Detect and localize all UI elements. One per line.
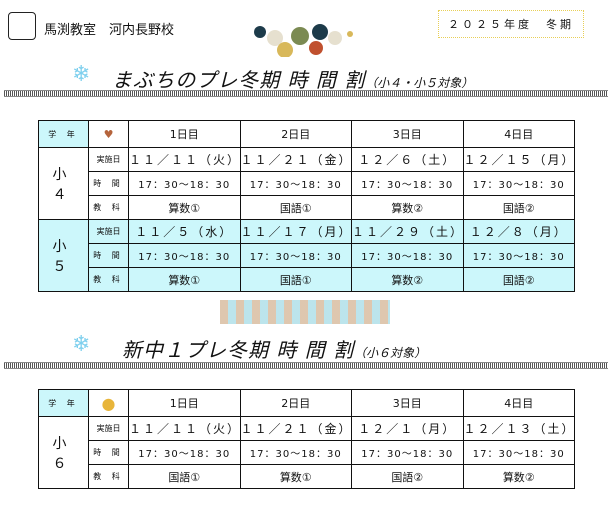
reindeer-pattern-decoration: [220, 300, 390, 324]
time-cell: 17：30～18：30: [128, 440, 241, 465]
subject-cell: 国語②: [462, 195, 575, 220]
day-header: 1日目: [128, 120, 241, 148]
day-header: 3日目: [351, 389, 464, 417]
row-label: 教 科: [88, 464, 129, 489]
section1-title: まぶちのプレ冬期 時 間 割: [112, 68, 366, 92]
time-cell: 17：30～18：30: [128, 243, 241, 268]
term-label: ２０２５年度 冬期: [438, 10, 584, 38]
subject-cell: 算数②: [462, 464, 575, 489]
date-cell: １２／１３（土）: [462, 416, 575, 441]
section2-heading: 新中１プレ冬期 時 間 割（小６対象）: [122, 334, 426, 363]
grade-header: 学 年: [38, 120, 89, 148]
subject-cell: 算数①: [239, 464, 352, 489]
divider: [4, 90, 608, 97]
grade-cell: 小 ６: [38, 416, 89, 489]
time-cell: 17：30～18：30: [239, 440, 352, 465]
grade-cell: 小 ５: [38, 219, 89, 292]
section2-title: 新中１プレ冬期 時 間 割: [122, 338, 355, 362]
section2-subtitle: （小６対象）: [354, 346, 427, 360]
date-cell: １２／６（土）: [351, 147, 464, 172]
subject-cell: 国語①: [239, 195, 352, 220]
day-header: 3日目: [351, 120, 464, 148]
row-label: 時 間: [88, 171, 129, 196]
divider: [4, 362, 608, 369]
knit-hat-icon: ●: [88, 389, 129, 417]
row-label: 時 間: [88, 440, 129, 465]
date-cell: １１／１１（火）: [128, 147, 241, 172]
subject-cell: 算数①: [128, 267, 241, 292]
ornament-decoration: [254, 24, 353, 57]
schedule-table-1: 学 年 ♥ 1日目 2日目 3日目 4日目 小 ４ 実施日 １１／１１（火） １１／２１（金…: [38, 120, 575, 292]
school-name: 馬渕教室 河内長野校: [44, 23, 175, 38]
row-label: 教 科: [88, 195, 129, 220]
subject-cell: 国語①: [239, 267, 352, 292]
section1-heading: まぶちのプレ冬期 時 間 割（小４・小５対象）: [112, 64, 473, 93]
mittens-icon: ♥: [88, 120, 129, 148]
section1-subtitle: （小４・小５対象）: [365, 76, 474, 90]
subject-cell: 算数①: [128, 195, 241, 220]
time-cell: 17：30～18：30: [239, 243, 352, 268]
subject-cell: 国語②: [351, 464, 464, 489]
date-cell: １２／８（月）: [462, 219, 575, 244]
school-logo: [8, 12, 36, 40]
date-cell: １１／２９（土）: [351, 219, 464, 244]
grade-header: 学 年: [38, 389, 89, 417]
schedule-table-2: 学 年 ● 1日目 2日目 3日目 4日目 小 ６ 実施日 １１／１１（火） １１／２１（金…: [38, 389, 575, 489]
time-cell: 17：30～18：30: [351, 243, 464, 268]
day-header: 4日目: [462, 389, 575, 417]
time-cell: 17：30～18：30: [128, 171, 241, 196]
snowflake-icon: ❄: [72, 62, 91, 87]
subject-cell: 国語②: [462, 267, 575, 292]
day-header: 2日目: [239, 389, 352, 417]
time-cell: 17：30～18：30: [351, 440, 464, 465]
row-label: 教 科: [88, 267, 129, 292]
date-cell: １１／１７（月）: [239, 219, 352, 244]
time-cell: 17：30～18：30: [462, 243, 575, 268]
date-cell: １１／５（水）: [128, 219, 241, 244]
time-cell: 17：30～18：30: [462, 171, 575, 196]
date-cell: １１／１１（火）: [128, 416, 241, 441]
grade-cell: 小 ４: [38, 147, 89, 220]
time-cell: 17：30～18：30: [462, 440, 575, 465]
subject-cell: 国語①: [128, 464, 241, 489]
day-header: 1日目: [128, 389, 241, 417]
date-cell: １１／２１（金）: [239, 147, 352, 172]
date-cell: １２／１（月）: [351, 416, 464, 441]
time-cell: 17：30～18：30: [239, 171, 352, 196]
date-cell: １１／２１（金）: [239, 416, 352, 441]
day-header: 4日目: [462, 120, 575, 148]
snowflake-icon: ❄: [72, 332, 91, 357]
subject-cell: 算数②: [351, 195, 464, 220]
date-cell: １２／１５（月）: [462, 147, 575, 172]
day-header: 2日目: [239, 120, 352, 148]
subject-cell: 算数②: [351, 267, 464, 292]
time-cell: 17：30～18：30: [351, 171, 464, 196]
